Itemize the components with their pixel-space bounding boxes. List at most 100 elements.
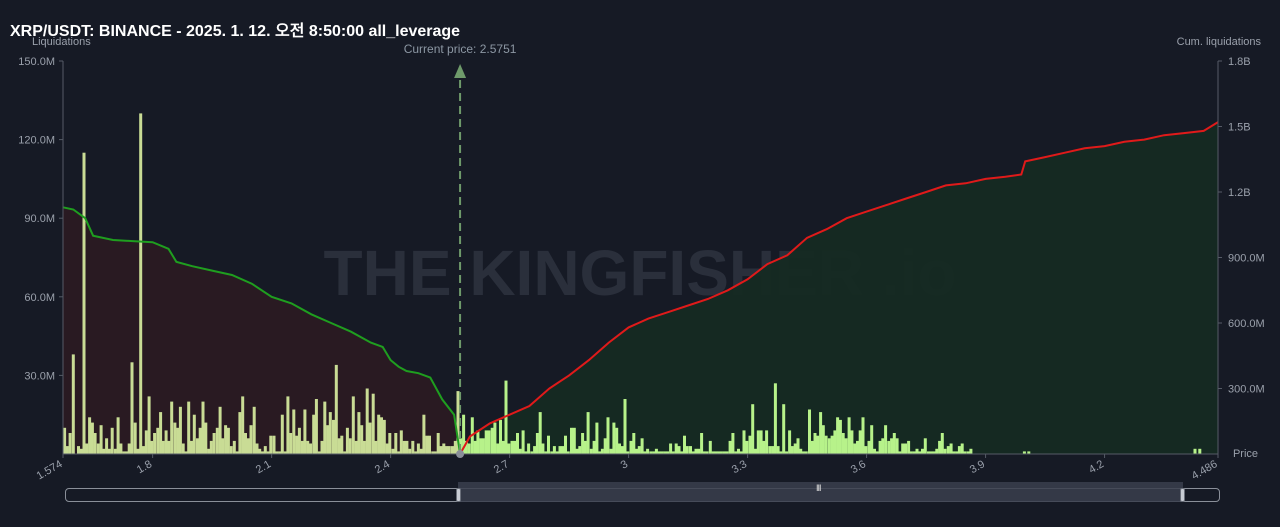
liquidation-bar bbox=[139, 113, 143, 455]
liquidation-bar bbox=[317, 451, 321, 454]
liquidation-bar bbox=[751, 404, 755, 454]
liquidation-bar bbox=[589, 448, 593, 454]
liquidation-bar bbox=[850, 430, 854, 454]
liquidation-bar bbox=[90, 422, 94, 454]
liquidation-bar bbox=[830, 435, 834, 454]
liquidation-bar bbox=[85, 443, 89, 454]
liquidation-bar bbox=[802, 451, 805, 454]
liquidation-bar bbox=[521, 430, 525, 454]
navigator-grip-icon[interactable]: III bbox=[816, 483, 821, 493]
liquidation-bar bbox=[261, 451, 264, 454]
liquidation-bar bbox=[564, 435, 567, 454]
liquidation-bar bbox=[935, 448, 939, 454]
liquidation-bar bbox=[722, 451, 726, 454]
liquidation-bar bbox=[192, 414, 196, 454]
liquidation-bar bbox=[170, 401, 174, 454]
liquidation-bar bbox=[266, 451, 270, 454]
liquidation-bar bbox=[337, 438, 341, 454]
liquidation-bar bbox=[782, 404, 786, 454]
liquidation-bar bbox=[581, 433, 585, 454]
x-tick-label: 2.7 bbox=[492, 458, 511, 476]
liquidation-bar bbox=[691, 451, 695, 454]
liquidation-bar bbox=[649, 451, 653, 454]
liquidation-bar bbox=[833, 430, 837, 454]
liquidation-bar bbox=[332, 419, 335, 454]
liquidation-bar bbox=[685, 446, 689, 454]
liquidation-bar bbox=[728, 440, 732, 454]
liquidation-bar bbox=[824, 435, 828, 454]
liquidation-bar bbox=[592, 440, 596, 454]
liquidation-bar bbox=[252, 406, 256, 454]
liquidation-bar bbox=[884, 425, 888, 454]
liquidation-bar bbox=[334, 364, 338, 454]
liquidation-bar bbox=[442, 443, 446, 454]
liquidation-bar bbox=[674, 443, 678, 454]
liquidation-bar bbox=[416, 443, 420, 454]
liquidation-bar bbox=[479, 438, 483, 454]
short-cum-line bbox=[459, 121, 1219, 455]
liquidation-bar bbox=[439, 446, 443, 454]
navigator-right-handle[interactable] bbox=[1180, 488, 1185, 502]
liquidation-bar bbox=[819, 412, 823, 454]
liquidation-bar bbox=[705, 451, 709, 454]
liquidation-bar bbox=[462, 414, 466, 454]
current-price-label: Current price: 2.5751 bbox=[404, 42, 517, 56]
liquidation-bar bbox=[853, 443, 857, 454]
liquidation-bar bbox=[799, 448, 803, 454]
liquidation-bar bbox=[133, 422, 137, 454]
liquidation-bar bbox=[116, 417, 120, 454]
liquidation-bar bbox=[875, 451, 879, 454]
liquidation-bar bbox=[198, 427, 202, 454]
liquidation-bar bbox=[71, 354, 75, 454]
liquidation-bar bbox=[748, 435, 752, 454]
x-tick-label: 4.2 bbox=[1087, 458, 1106, 476]
liquidation-bar bbox=[969, 448, 973, 454]
x-tick-label: 1.8 bbox=[135, 458, 154, 476]
liquidation-bar bbox=[708, 440, 712, 454]
liquidation-bar bbox=[309, 443, 312, 454]
navigator-left-handle[interactable] bbox=[456, 488, 461, 502]
liquidation-bar bbox=[909, 451, 913, 454]
liquidation-bar bbox=[212, 433, 216, 454]
liquidation-bar bbox=[785, 451, 788, 454]
liquidation-bar bbox=[204, 422, 208, 454]
liquidation-bar bbox=[136, 448, 140, 454]
liquidation-bar bbox=[77, 446, 80, 454]
liquidation-bar bbox=[345, 427, 349, 454]
liquidation-bar bbox=[663, 451, 667, 454]
liquidation-bar bbox=[887, 440, 891, 454]
liquidation-bar bbox=[595, 422, 599, 454]
liquidation-bar bbox=[640, 438, 644, 454]
liquidation-bar bbox=[244, 433, 247, 454]
right-tick-label: 900.0M bbox=[1228, 253, 1265, 265]
liquidation-bar bbox=[476, 430, 480, 454]
liquidation-bar bbox=[558, 446, 562, 454]
liquidation-bar bbox=[600, 448, 604, 454]
liquidation-bar bbox=[176, 427, 180, 454]
liquidation-bar bbox=[181, 443, 185, 454]
liquidation-bar bbox=[719, 451, 723, 454]
liquidation-bar bbox=[380, 417, 383, 454]
liquidation-bar bbox=[654, 448, 658, 454]
liquidation-bar bbox=[796, 438, 800, 454]
liquidation-bar bbox=[184, 451, 188, 454]
liquidation-bar bbox=[215, 427, 219, 454]
liquidation-bar bbox=[122, 451, 126, 454]
liquidation-bar bbox=[283, 451, 287, 454]
liquidation-bar bbox=[414, 451, 418, 454]
liquidation-bar bbox=[196, 438, 199, 454]
liquidation-bar bbox=[292, 409, 296, 454]
liquidation-bar bbox=[490, 427, 494, 454]
x-tick-label: 3.3 bbox=[730, 458, 749, 476]
liquidation-bar bbox=[711, 451, 715, 454]
liquidation-bar bbox=[808, 409, 811, 454]
liquidation-bar bbox=[507, 443, 511, 454]
liquidation-bar bbox=[821, 425, 825, 454]
navigator-window[interactable] bbox=[458, 482, 1183, 502]
liquidation-bar bbox=[816, 435, 820, 454]
liquidation-bar bbox=[646, 448, 650, 454]
liquidation-bar bbox=[626, 451, 630, 454]
liquidation-bar bbox=[249, 425, 253, 454]
liquidation-bar bbox=[552, 446, 556, 454]
liquidation-bar bbox=[737, 448, 740, 454]
